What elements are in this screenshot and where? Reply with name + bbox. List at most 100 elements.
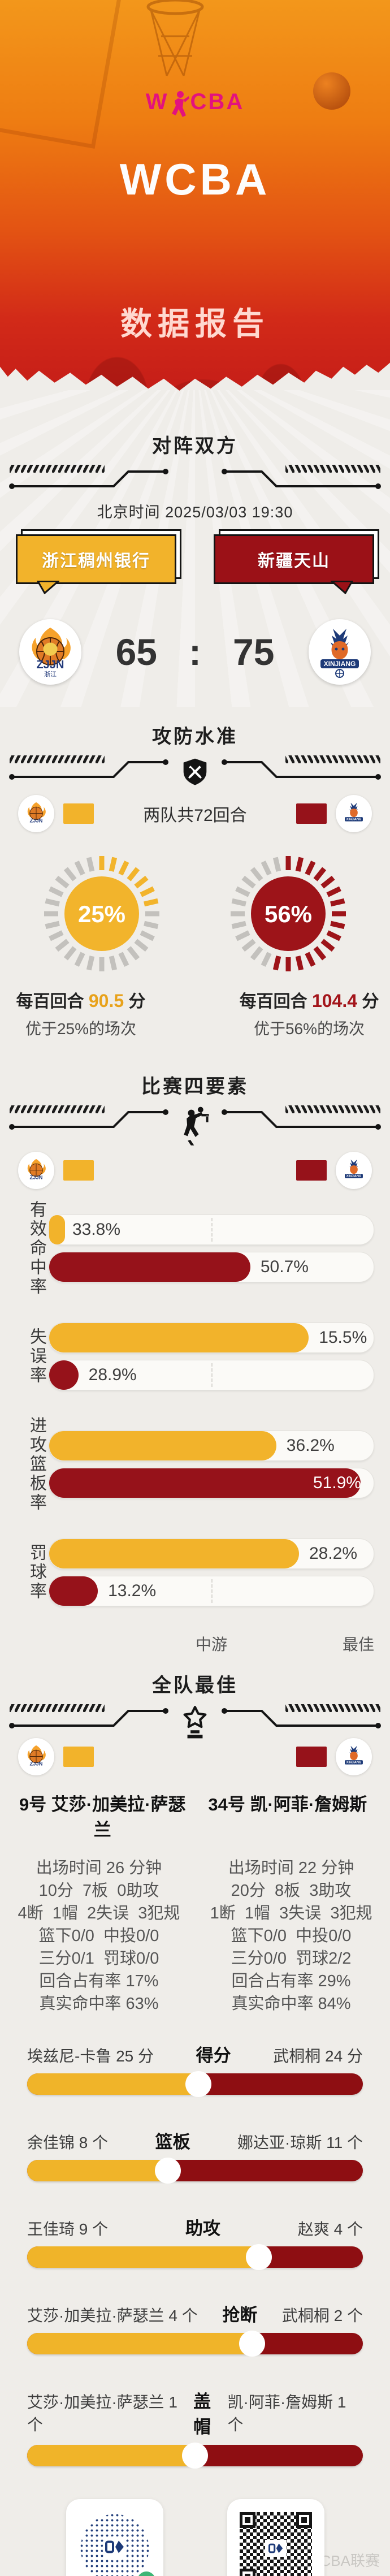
home-percentile-gauge: 25% — [44, 856, 159, 971]
bar-fill — [49, 1576, 98, 1606]
divider-icon — [171, 1107, 219, 1150]
home-factor-bar: 36.2% — [49, 1430, 374, 1461]
home-factor-bar: 28.2% — [49, 1538, 374, 1569]
divider-line — [9, 755, 168, 780]
home-color-swatch — [63, 1160, 94, 1181]
stat-line: 1断 1帽 3失误 3犯规 — [210, 1904, 372, 1922]
logo-w: W — [145, 89, 169, 114]
home-duel-fill — [27, 2160, 168, 2181]
away-duel-label: 娜达亚·琼斯 11 个 — [237, 2134, 363, 2151]
stat-line: 真实命中率 84% — [231, 1995, 351, 2013]
section-title-offense-defense: 攻防水准 — [152, 726, 238, 747]
home-team-logo-small: ZJJN — [18, 795, 54, 832]
info-qr-card — [227, 2499, 324, 2576]
divider-line — [9, 1704, 168, 1728]
four-factors-chart: 有效命中率 33.8% 50.7% 失误率 15.5% 28.9% 进攻篮板率 36.2% 51… — [0, 1200, 390, 1606]
factor-label: 失误率 — [27, 1328, 46, 1385]
svg-text:56%: 56% — [265, 901, 312, 927]
duel-row: 艾莎·加美拉·萨瑟兰 4 个 抢断 武桐桐 2 个 — [27, 2301, 363, 2357]
home-team-logo-small: ZJJN — [18, 1152, 54, 1189]
duel-bar — [27, 2331, 363, 2357]
home-duel-label: 埃兹尼-卡鲁 25 分 — [27, 2047, 154, 2065]
divider-line — [222, 755, 381, 780]
bar-fill — [49, 1323, 309, 1352]
player-duels: 埃兹尼-卡鲁 25 分 得分 武桐桐 24 分余佳锦 8 个 篮板 娜达亚·琼斯 11 … — [0, 2041, 390, 2469]
zjjn-logo-icon: ZJJN 浙江 — [32, 628, 71, 678]
svg-text:XINJIANG: XINJIANG — [346, 818, 362, 822]
team-banners: 浙江稠州银行 新疆天山 — [0, 529, 390, 594]
duel-split-dot — [239, 2331, 265, 2357]
duel-bar — [27, 2244, 363, 2270]
away-percentile-gauge: 56% — [231, 856, 346, 971]
svg-text:浙江: 浙江 — [44, 671, 57, 678]
stat-line: 回合占有率 29% — [231, 1972, 351, 1990]
duel-row: 王佳琦 9 个 助攻 赵爽 4 个 — [27, 2214, 363, 2270]
home-factor-bar: 33.8% — [49, 1214, 374, 1245]
bar-fill — [49, 1539, 299, 1568]
duel-category: 抢断 — [222, 2305, 258, 2325]
home-score: 65 — [115, 631, 157, 673]
away-factor-bar: 50.7% — [49, 1252, 374, 1282]
home-duel-fill — [27, 2246, 259, 2268]
divider-line — [9, 1105, 168, 1130]
away-team-logo: XINJIANG — [309, 619, 371, 685]
stat-line: 三分0/1 罚球0/0 — [38, 1950, 159, 1968]
bar-value: 15.5% — [319, 1328, 367, 1347]
legend-row: ZJJN XINJIANG — [0, 1738, 390, 1775]
duel-bar — [27, 2158, 363, 2184]
best-player-stats: 出场时间 26 分钟 10分 7板 0助攻 4断 1帽 2失误 3犯规 篮下0/0 中… — [0, 1857, 390, 2015]
away-team-name: 新疆天山 — [258, 552, 330, 570]
away-player-stat-list: 出场时间 22 分钟 20分 8板 3助攻 1断 1帽 3失误 3犯规 篮下0/0 中… — [202, 1857, 380, 2015]
bar-fill — [49, 1215, 65, 1244]
wechat-icon — [137, 2571, 155, 2576]
away-team-banner: 新疆天山 — [214, 529, 379, 594]
away-team-logo-small: XINJIANG — [336, 1738, 372, 1775]
away-color-swatch — [296, 1747, 327, 1767]
home-duel-label: 艾莎·加美拉·萨瑟兰 1 个 — [27, 2393, 178, 2434]
dunking-player-icon — [184, 1107, 209, 1146]
four-factors-axis: 中游 最佳 — [49, 1632, 374, 1653]
bar-value: 51.9% — [313, 1473, 361, 1492]
duel-category: 得分 — [196, 2046, 231, 2065]
logo-cba: CBA — [190, 89, 245, 114]
bar-fill — [49, 1252, 250, 1282]
score-row: ZJJN 浙江 65 : 75 XINJIANG — [0, 619, 390, 685]
away-color-swatch — [296, 1160, 327, 1181]
away-color-swatch — [296, 803, 327, 824]
legend-row: ZJJN XINJIANG — [0, 1152, 390, 1189]
away-team-logo-small: XINJIANG — [336, 1152, 372, 1189]
duel-category: 盖帽 — [193, 2392, 211, 2437]
shield-swords-icon — [183, 758, 207, 785]
away-team-logo-small: XINJIANG — [336, 795, 372, 832]
away-factor-bar: 28.9% — [49, 1360, 374, 1390]
wcba-league-logo: W CBA — [0, 89, 390, 117]
bar-fill — [49, 1360, 79, 1390]
section-divider — [8, 754, 382, 785]
bar-value: 13.2% — [108, 1581, 157, 1600]
duel-category: 篮板 — [155, 2132, 190, 2152]
home-best-player: 9号 艾莎·加美拉·萨瑟兰 — [19, 1795, 186, 1840]
away-duel-label: 武桐桐 24 分 — [273, 2047, 363, 2065]
section-divider — [8, 1703, 382, 1739]
duel-row: 艾莎·加美拉·萨瑟兰 1 个盖帽 凯·阿菲·詹姆斯 1 个 — [27, 2387, 363, 2469]
stat-line: 10分 7板 0助攻 — [38, 1882, 159, 1900]
stat-line: 真实命中率 63% — [39, 1995, 159, 2013]
home-duel-fill — [27, 2333, 252, 2354]
section-title-four-factors: 比赛四要素 — [141, 1076, 249, 1097]
home-team-banner: 浙江稠州银行 — [16, 529, 181, 594]
divider-icon — [171, 757, 219, 790]
bar-fill — [49, 1431, 276, 1460]
backboard-art — [0, 0, 123, 149]
per-100-gauges: 25% 56% — [0, 854, 390, 974]
banner-tail — [331, 581, 353, 594]
svg-text:ZJJN: ZJJN — [30, 818, 43, 823]
xinjiang-logo-icon: XINJIANG — [320, 629, 359, 678]
away-factor-bar: 51.9% — [49, 1468, 374, 1498]
duel-bar — [27, 2071, 363, 2097]
hoop-net-icon — [146, 0, 204, 76]
four-factor-row: 有效命中率 33.8% 50.7% — [16, 1200, 374, 1296]
home-color-swatch — [63, 803, 94, 824]
score-separator: : — [189, 631, 201, 673]
stat-line: 出场时间 22 分钟 — [228, 1859, 354, 1877]
